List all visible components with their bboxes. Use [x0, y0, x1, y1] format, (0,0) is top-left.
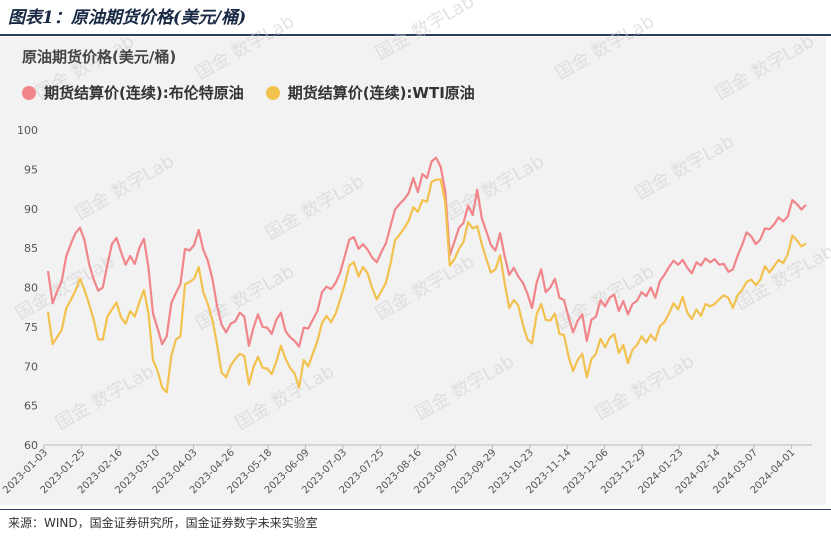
y-tick-label: 70 — [24, 360, 38, 373]
y-tick-label: 65 — [24, 400, 38, 413]
watermark-text: 国金 数字Lab — [372, 251, 478, 324]
watermark-text: 国金 数字Lab — [712, 31, 818, 104]
y-axis: 60 65 70 75 80 85 90 95 100 — [17, 124, 38, 452]
legend-label-wti: 期货结算价(连续):WTI原油 — [287, 84, 475, 102]
watermark-text: 国金 数字Lab — [592, 351, 698, 424]
watermark-text: 国金 数字Lab — [412, 351, 518, 424]
chart-panel — [0, 37, 826, 505]
series-lines — [46, 156, 807, 394]
y-tick-label: 75 — [24, 321, 38, 334]
y-tick-label: 80 — [24, 282, 38, 295]
watermark-text: 国金 数字Lab — [52, 361, 158, 434]
figure-title: 图表1：原油期货价格(美元/桶) — [8, 8, 247, 28]
y-tick-label: 90 — [24, 203, 38, 216]
y-tick-label: 100 — [17, 124, 38, 137]
watermark-text: 国金 数字Lab — [552, 11, 658, 84]
y-tick-label: 60 — [24, 439, 38, 452]
legend-item-wti[interactable]: 期货结算价(连续):WTI原油 — [265, 82, 475, 103]
watermark-text: 国金 数字Lab — [192, 11, 298, 84]
watermark-text: 国金 数字Lab — [262, 171, 368, 244]
wti-series-line — [46, 178, 807, 394]
watermark-text: 国金 数字Lab — [732, 241, 831, 314]
top-rule — [0, 34, 831, 36]
legend-item-brent[interactable]: 期货结算价(连续):布伦特原油 — [22, 82, 244, 103]
bottom-rule — [0, 509, 831, 510]
watermark-text: 国金 数字Lab — [552, 261, 658, 334]
brent-legend-marker — [22, 85, 36, 100]
y-tick-label: 95 — [24, 163, 38, 176]
y-tick-label: 85 — [24, 242, 38, 255]
watermark-text: 国金 数字Lab — [632, 131, 738, 204]
chart-title: 原油期货价格(美元/桶) — [22, 48, 177, 66]
watermark-text: 国金 数字Lab — [372, 0, 478, 64]
watermark-text: 国金 数字Lab — [442, 151, 548, 224]
brent-series-line — [46, 156, 807, 348]
legend: 期货结算价(连续):布伦特原油 期货结算价(连续):WTI原油 — [22, 82, 475, 103]
x-axis: 2023-01-032023-01-252023-02-162023-03-10… — [1, 444, 812, 496]
legend-label-brent: 期货结算价(连续):布伦特原油 — [44, 84, 244, 102]
wti-legend-marker — [265, 85, 280, 100]
source-note: 来源：WIND，国金证券研究所，国金证券数字未来实验室 — [8, 516, 318, 530]
watermark-text: 国金 数字Lab — [72, 151, 178, 224]
